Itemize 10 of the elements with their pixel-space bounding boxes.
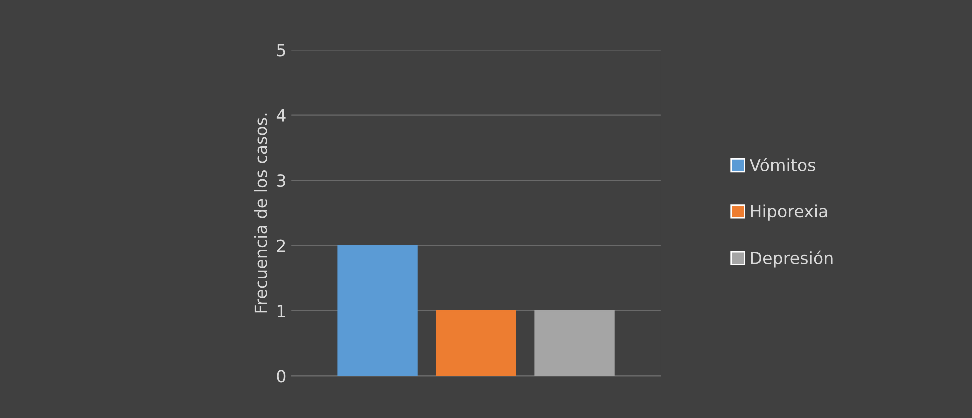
legend-label: Depresión	[751, 250, 833, 268]
legend-label: Vómitos	[750, 158, 816, 172]
y-tick-label: 3	[277, 174, 286, 188]
y-tick-label: 4	[276, 110, 286, 122]
y-tick-label: 2	[277, 240, 286, 252]
y-tick-label: 0	[277, 370, 286, 383]
y-tick-label: 1	[278, 305, 286, 318]
y-axis-title: Frecuencia de los casos.	[254, 114, 268, 313]
legend-label: Hiporexia	[751, 204, 828, 221]
y-tick-label: 5	[277, 44, 286, 57]
